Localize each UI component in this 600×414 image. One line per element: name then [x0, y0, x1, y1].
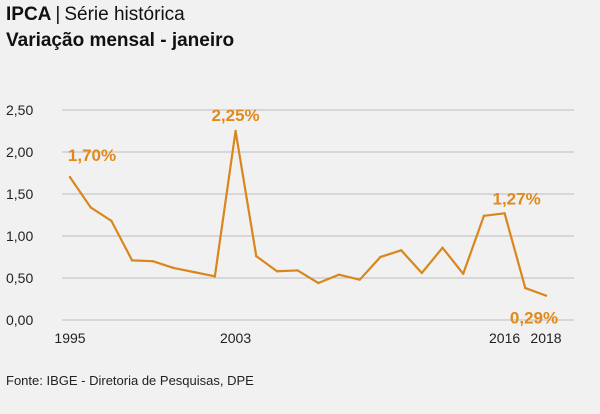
- data-label: 1,70%: [68, 146, 116, 165]
- data-point: [317, 281, 320, 285]
- y-tick-label: 0,50: [6, 270, 33, 286]
- data-point: [275, 270, 279, 273]
- data-label: 0,29%: [510, 309, 558, 328]
- y-tick-label: 1,00: [6, 228, 33, 244]
- data-point: [482, 214, 486, 218]
- x-tick-label: 2003: [220, 330, 251, 346]
- data-point: [68, 176, 72, 179]
- data-point: [89, 206, 92, 209]
- data-point: [524, 286, 527, 290]
- y-tick-label: 0,00: [6, 312, 33, 328]
- data-point: [441, 246, 444, 249]
- series-line-group: [68, 129, 548, 297]
- data-point: [462, 272, 465, 275]
- y-tick-label: 2,00: [6, 144, 33, 160]
- data-label: 2,25%: [211, 106, 259, 125]
- y-tick-label: 2,50: [6, 102, 33, 118]
- data-labels: 1,70% 2,25% 1,27% 0,29%: [68, 106, 558, 328]
- series-line: [68, 129, 548, 297]
- data-point: [379, 255, 382, 259]
- title-suffix: Série histórica: [64, 4, 185, 25]
- x-axis-ticks: 1995 2003 2016 2018: [54, 330, 561, 346]
- chart-title: IPCA | Série histórica: [6, 4, 185, 26]
- data-point: [296, 269, 299, 272]
- data-point: [337, 273, 341, 276]
- data-point: [544, 294, 548, 297]
- data-label: 1,27%: [493, 189, 541, 208]
- data-point: [420, 271, 424, 275]
- gridlines: [62, 109, 574, 321]
- chart-subtitle: Variação mensal - janeiro: [6, 30, 235, 51]
- data-point: [192, 270, 196, 274]
- title-separator: |: [55, 4, 61, 25]
- data-point: [151, 260, 154, 263]
- data-point: [399, 249, 403, 252]
- data-point: [503, 212, 506, 215]
- data-point: [358, 278, 361, 281]
- title-main: IPCA: [6, 4, 52, 25]
- x-tick-label: 1995: [54, 330, 85, 346]
- data-point: [213, 275, 217, 278]
- x-tick-label: 2016: [489, 330, 520, 346]
- data-point: [172, 266, 175, 270]
- data-point: [255, 254, 258, 258]
- data-point: [110, 219, 113, 223]
- y-tick-label: 1,50: [6, 186, 33, 202]
- data-point: [130, 259, 134, 262]
- data-point: [234, 129, 237, 133]
- source-note: Fonte: IBGE - Diretoria de Pesquisas, DP…: [6, 373, 254, 388]
- y-axis-ticks: 0,00 0,50 1,00 1,50 2,00 2,50: [6, 102, 33, 328]
- x-tick-label: 2018: [530, 330, 561, 346]
